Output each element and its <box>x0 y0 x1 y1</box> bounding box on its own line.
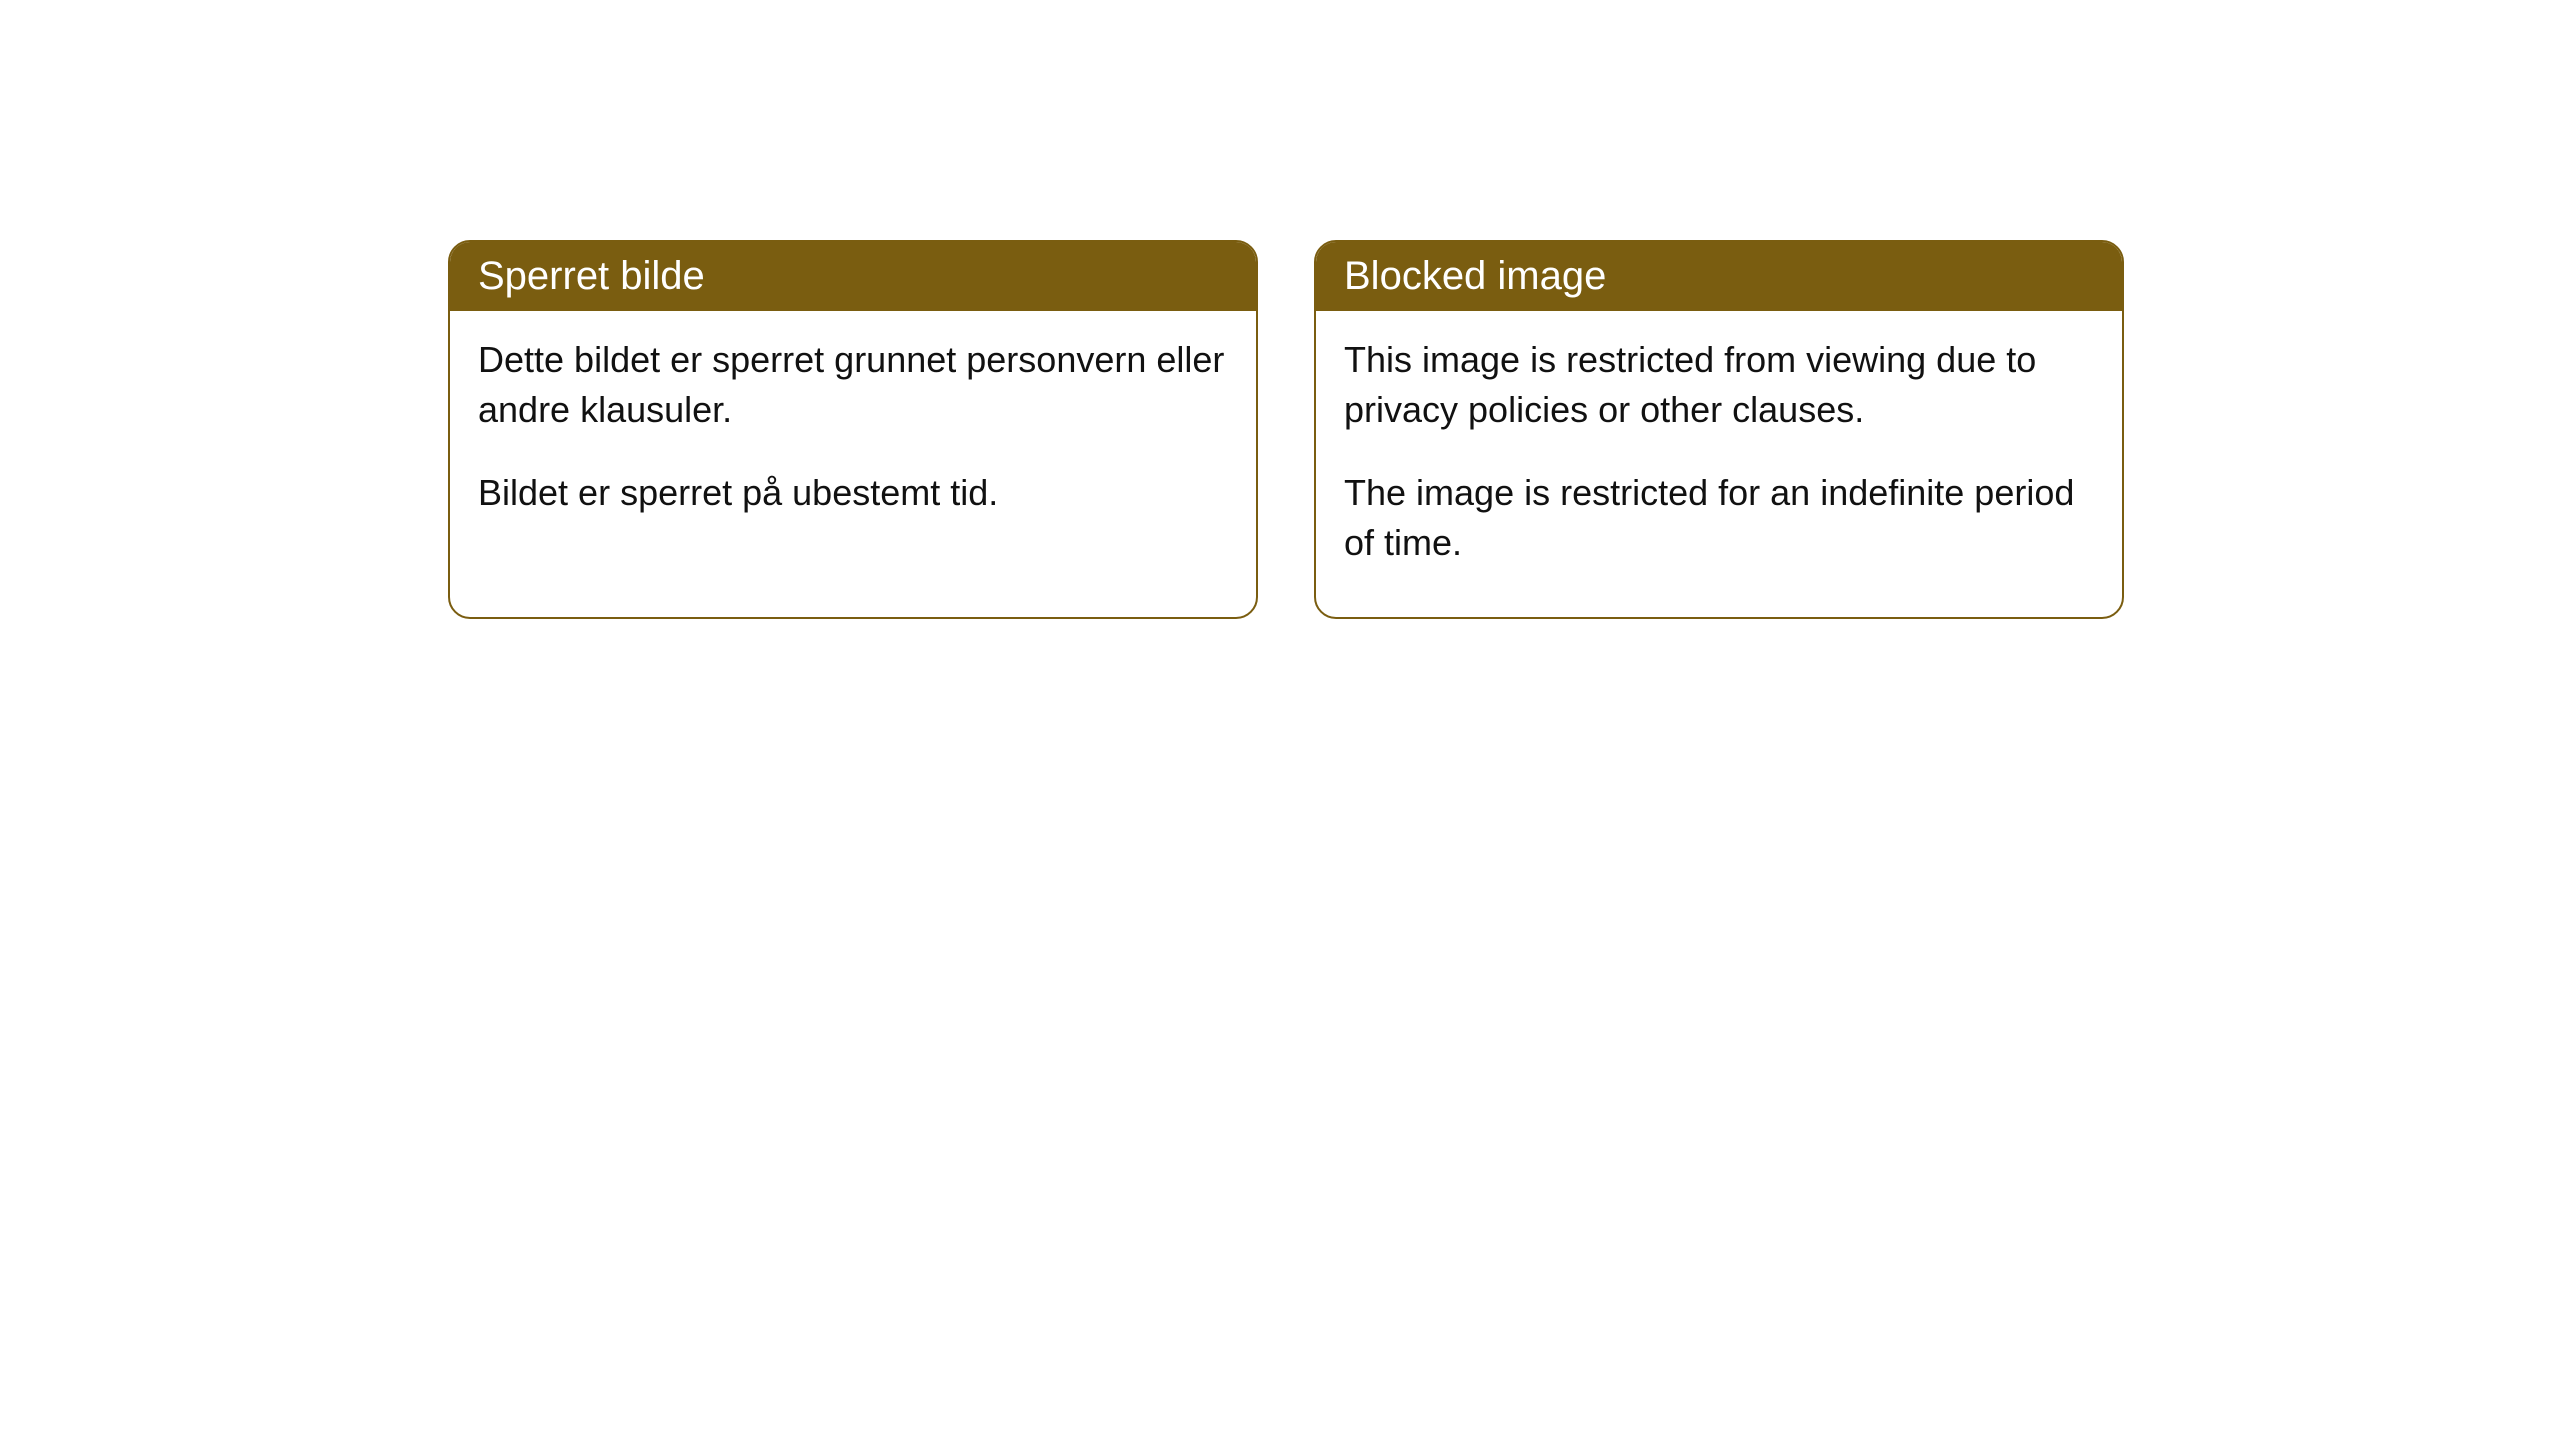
card-header: Blocked image <box>1316 242 2122 311</box>
card-paragraph: Bildet er sperret på ubestemt tid. <box>478 468 1228 518</box>
card-paragraph: This image is restricted from viewing du… <box>1344 335 2094 436</box>
notice-cards-container: Sperret bilde Dette bildet er sperret gr… <box>448 240 2124 619</box>
card-paragraph: The image is restricted for an indefinit… <box>1344 468 2094 569</box>
card-title: Blocked image <box>1344 254 1606 298</box>
notice-card-norwegian: Sperret bilde Dette bildet er sperret gr… <box>448 240 1258 619</box>
card-body: This image is restricted from viewing du… <box>1316 311 2122 617</box>
card-header: Sperret bilde <box>450 242 1256 311</box>
notice-card-english: Blocked image This image is restricted f… <box>1314 240 2124 619</box>
card-body: Dette bildet er sperret grunnet personve… <box>450 311 1256 566</box>
card-title: Sperret bilde <box>478 254 705 298</box>
card-paragraph: Dette bildet er sperret grunnet personve… <box>478 335 1228 436</box>
